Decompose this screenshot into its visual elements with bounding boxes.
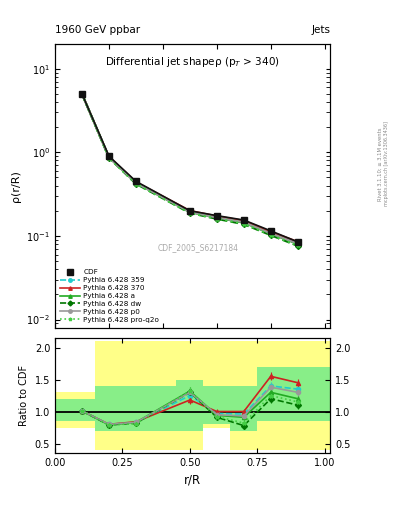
Text: Differential jet shapeρ (p$_T$ > 340): Differential jet shapeρ (p$_T$ > 340) xyxy=(105,55,280,69)
X-axis label: r/R: r/R xyxy=(184,474,201,486)
Y-axis label: Ratio to CDF: Ratio to CDF xyxy=(19,365,29,426)
Text: Jets: Jets xyxy=(311,25,330,35)
Text: Rivet 3.1.10; ≥ 3.1M events: Rivet 3.1.10; ≥ 3.1M events xyxy=(378,127,383,201)
Text: mcplots.cern.ch [arXiv:1306.3436]: mcplots.cern.ch [arXiv:1306.3436] xyxy=(384,121,389,206)
Y-axis label: ρ(r/R): ρ(r/R) xyxy=(11,169,21,202)
Legend: CDF, Pythia 6.428 359, Pythia 6.428 370, Pythia 6.428 a, Pythia 6.428 dw, Pythia: CDF, Pythia 6.428 359, Pythia 6.428 370,… xyxy=(59,268,160,324)
Text: CDF_2005_S6217184: CDF_2005_S6217184 xyxy=(158,244,239,252)
Text: 1960 GeV ppbar: 1960 GeV ppbar xyxy=(55,25,140,35)
